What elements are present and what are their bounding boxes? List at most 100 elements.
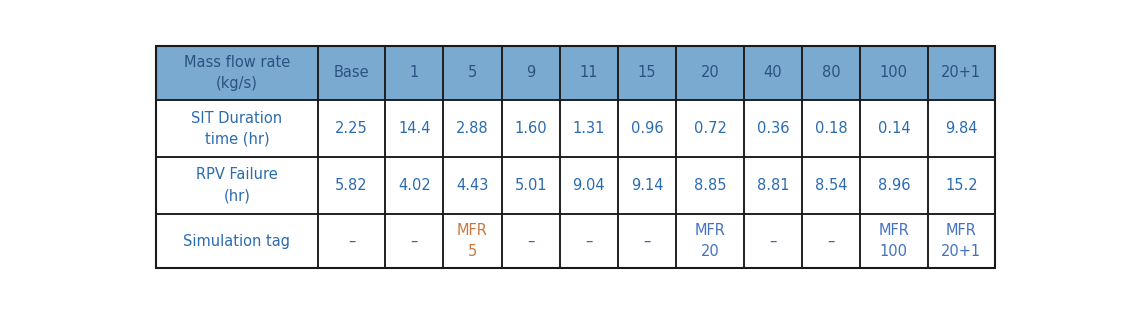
Bar — [156, 100, 318, 157]
Text: 11: 11 — [579, 66, 599, 81]
Bar — [928, 100, 995, 157]
Text: 20: 20 — [701, 66, 720, 81]
Bar — [156, 157, 995, 214]
Bar — [385, 214, 444, 268]
Bar — [618, 157, 676, 214]
Text: 1.60: 1.60 — [514, 121, 547, 136]
Text: 15.2: 15.2 — [944, 178, 978, 193]
Text: RPV Failure
(hr): RPV Failure (hr) — [197, 167, 277, 203]
Text: 0.96: 0.96 — [631, 121, 664, 136]
Bar — [928, 214, 995, 268]
Bar — [743, 214, 802, 268]
Text: Mass flow rate
(kg/s): Mass flow rate (kg/s) — [184, 55, 290, 91]
Text: MFR
100: MFR 100 — [878, 223, 910, 259]
Bar — [560, 100, 618, 157]
Text: MFR
20: MFR 20 — [694, 223, 725, 259]
Text: 5.01: 5.01 — [514, 178, 547, 193]
Bar — [318, 157, 385, 214]
Bar — [318, 46, 385, 100]
Bar — [676, 157, 743, 214]
Text: 0.36: 0.36 — [757, 121, 789, 136]
Text: 100: 100 — [879, 66, 907, 81]
Text: 5: 5 — [468, 66, 477, 81]
Text: –: – — [527, 234, 535, 248]
Text: –: – — [828, 234, 834, 248]
Text: 8.54: 8.54 — [815, 178, 847, 193]
Text: 80: 80 — [822, 66, 840, 81]
Bar — [444, 46, 502, 100]
Text: Simulation tag: Simulation tag — [183, 234, 291, 248]
Bar — [743, 100, 802, 157]
Text: SIT Duration
time (hr): SIT Duration time (hr) — [191, 111, 283, 147]
Bar — [743, 46, 802, 100]
Text: 4.43: 4.43 — [456, 178, 489, 193]
Bar — [802, 100, 860, 157]
Text: 8.96: 8.96 — [877, 178, 910, 193]
Bar — [444, 157, 502, 214]
Text: MFR
20+1: MFR 20+1 — [941, 223, 982, 259]
Text: 0.18: 0.18 — [814, 121, 848, 136]
Text: Base: Base — [334, 66, 369, 81]
Bar — [156, 157, 318, 214]
Text: 0.72: 0.72 — [694, 121, 727, 136]
Bar — [928, 157, 995, 214]
Bar — [318, 214, 385, 268]
Text: –: – — [411, 234, 418, 248]
Bar — [560, 214, 618, 268]
Bar — [676, 214, 743, 268]
Text: 8.85: 8.85 — [694, 178, 727, 193]
Text: –: – — [585, 234, 593, 248]
Text: 14.4: 14.4 — [398, 121, 430, 136]
Bar — [618, 46, 676, 100]
Bar — [860, 214, 928, 268]
Bar — [502, 46, 560, 100]
Bar — [618, 214, 676, 268]
Text: MFR
5: MFR 5 — [457, 223, 489, 259]
Bar — [860, 46, 928, 100]
Text: 2.25: 2.25 — [335, 121, 368, 136]
Bar — [560, 46, 618, 100]
Bar — [618, 100, 676, 157]
Text: 1.31: 1.31 — [573, 121, 605, 136]
Bar — [676, 46, 743, 100]
Bar — [802, 214, 860, 268]
Text: –: – — [643, 234, 651, 248]
Text: 15: 15 — [638, 66, 657, 81]
Bar — [560, 157, 618, 214]
Bar — [502, 100, 560, 157]
Text: 20+1: 20+1 — [941, 66, 982, 81]
Bar — [156, 46, 318, 100]
Text: 9.84: 9.84 — [946, 121, 977, 136]
Text: 8.81: 8.81 — [757, 178, 789, 193]
Bar — [385, 46, 444, 100]
Bar — [318, 100, 385, 157]
Text: 40: 40 — [764, 66, 782, 81]
Bar — [444, 214, 502, 268]
Text: –: – — [348, 234, 355, 248]
Text: 5.82: 5.82 — [335, 178, 367, 193]
Text: 2.88: 2.88 — [456, 121, 489, 136]
Text: 4.02: 4.02 — [398, 178, 431, 193]
Bar — [385, 100, 444, 157]
Text: –: – — [769, 234, 776, 248]
Bar — [676, 100, 743, 157]
Text: 1: 1 — [410, 66, 419, 81]
Bar — [444, 100, 502, 157]
Bar — [928, 46, 995, 100]
Text: 9.14: 9.14 — [631, 178, 664, 193]
Text: 9.04: 9.04 — [573, 178, 605, 193]
Bar — [860, 100, 928, 157]
Bar — [802, 46, 860, 100]
Text: 9: 9 — [526, 66, 536, 81]
Bar — [502, 214, 560, 268]
Bar — [502, 157, 560, 214]
Bar — [156, 46, 995, 100]
Bar — [156, 214, 995, 268]
Bar — [860, 157, 928, 214]
Bar — [156, 214, 318, 268]
Bar — [743, 157, 802, 214]
Bar — [385, 157, 444, 214]
Bar — [802, 157, 860, 214]
Bar — [156, 100, 995, 157]
Text: 0.14: 0.14 — [877, 121, 910, 136]
